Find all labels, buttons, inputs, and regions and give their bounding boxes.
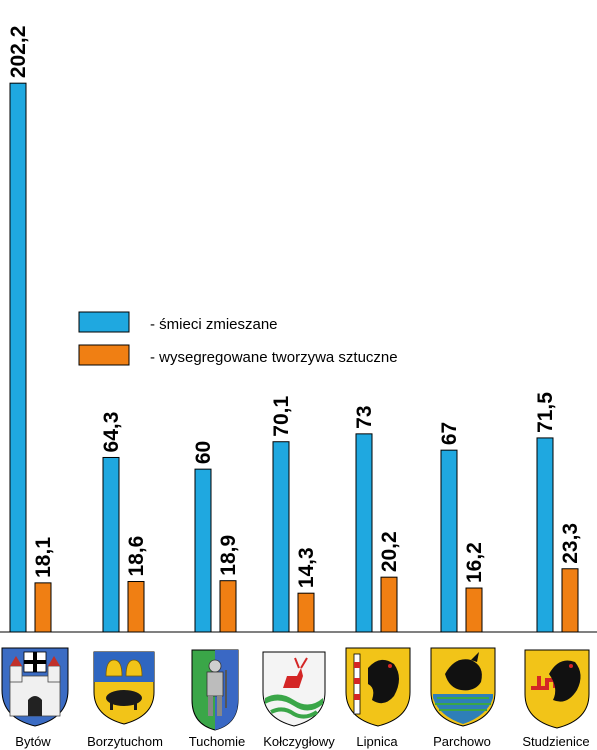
- legend-label-plastics: - wysegregowane tworzywa sztuczne: [150, 349, 398, 366]
- value-labels-layer: 202,2 64,3 60 70,1 73 67 71,5 18,1 18,6 18,9 14,3 2…: [7, 26, 582, 589]
- value-label-plastics-bytow: 18,1: [32, 537, 55, 578]
- coat-of-arms-bytow: [1, 647, 69, 727]
- value-label-mixed-studzienice: 71,5: [534, 392, 557, 433]
- legend-label-mixed-waste: - śmieci zmieszane: [150, 316, 278, 333]
- coat-of-arms-studzienice: [524, 649, 590, 729]
- coat-of-arms-kolczyglowy: [262, 651, 326, 727]
- bar-mixed-studzienice: [536, 437, 554, 633]
- coat-of-arms-parchowo: [430, 647, 496, 727]
- coat-of-arms-tuchomie: [191, 649, 239, 731]
- bar-mixed-parchowo: [440, 449, 458, 633]
- legend-swatch-mixed-waste: [78, 311, 130, 333]
- category-label-parchowo: Parchowo: [433, 734, 491, 749]
- category-label-studzienice: Studzienice: [522, 734, 589, 749]
- value-label-mixed-bytow: 202,2: [7, 26, 30, 79]
- value-label-plastics-kolczyglowy: 14,3: [295, 547, 318, 588]
- bars-layer: [9, 82, 579, 633]
- bar-mixed-lipnica: [355, 433, 373, 633]
- category-label-lipnica: Lipnica: [356, 734, 398, 749]
- value-label-plastics-borzytuchom: 18,6: [125, 536, 148, 577]
- bar-plastics-bytow: [34, 582, 52, 633]
- bar-plastics-studzienice: [561, 568, 579, 633]
- category-label-borzytuchom: Borzytuchom: [87, 734, 163, 749]
- category-label-bytow: Bytów: [15, 734, 51, 749]
- value-label-mixed-kolczyglowy: 70,1: [270, 396, 293, 437]
- legend: - śmieci zmieszane - wysegregowane tworz…: [78, 311, 398, 366]
- coat-of-arms-lipnica: [345, 647, 411, 727]
- coat-of-arms-borzytuchom: [93, 651, 155, 725]
- category-label-tuchomie: Tuchomie: [189, 734, 246, 749]
- value-label-plastics-lipnica: 20,2: [378, 531, 401, 572]
- value-label-plastics-parchowo: 16,2: [463, 542, 486, 583]
- bar-plastics-kolczyglowy: [297, 592, 315, 633]
- bar-plastics-lipnica: [380, 576, 398, 633]
- bar-plastics-tuchomie: [219, 580, 237, 633]
- bar-mixed-borzytuchom: [102, 456, 120, 633]
- bar-plastics-parchowo: [465, 587, 483, 633]
- bar-plastics-borzytuchom: [127, 581, 145, 633]
- category-label-kolczyglowy: Kołczygłowy: [263, 734, 335, 749]
- bar-mixed-kolczyglowy: [272, 441, 290, 633]
- legend-swatch-plastics: [78, 344, 130, 366]
- bar-mixed-bytow: [9, 82, 27, 633]
- value-label-mixed-tuchomie: 60: [192, 441, 215, 464]
- bar-mixed-tuchomie: [194, 468, 212, 633]
- value-label-mixed-parchowo: 67: [438, 422, 461, 445]
- value-label-mixed-lipnica: 73: [353, 405, 376, 428]
- value-label-mixed-borzytuchom: 64,3: [100, 412, 123, 453]
- value-label-plastics-studzienice: 23,3: [559, 523, 582, 564]
- value-label-plastics-tuchomie: 18,9: [217, 535, 240, 576]
